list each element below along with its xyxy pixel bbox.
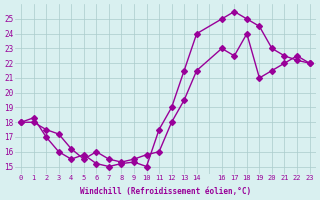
X-axis label: Windchill (Refroidissement éolien,°C): Windchill (Refroidissement éolien,°C) (80, 187, 251, 196)
